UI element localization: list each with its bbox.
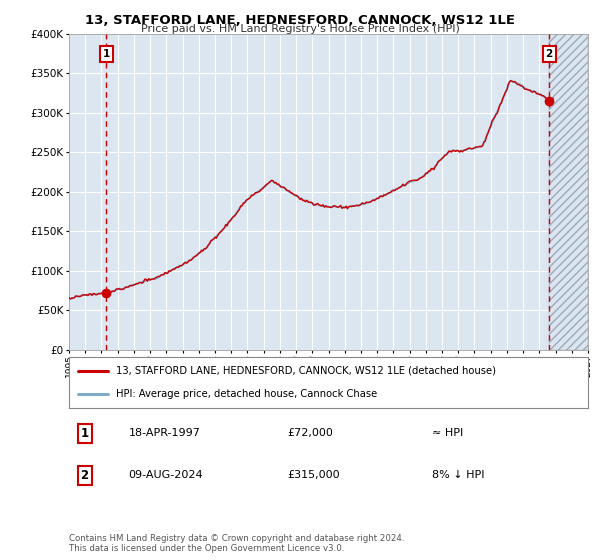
Text: 2: 2 [80, 469, 89, 482]
Text: 13, STAFFORD LANE, HEDNESFORD, CANNOCK, WS12 1LE (detached house): 13, STAFFORD LANE, HEDNESFORD, CANNOCK, … [116, 366, 496, 376]
Text: 1: 1 [80, 427, 89, 440]
Text: £72,000: £72,000 [287, 428, 333, 438]
Text: Price paid vs. HM Land Registry's House Price Index (HPI): Price paid vs. HM Land Registry's House … [140, 24, 460, 34]
Text: ≈ HPI: ≈ HPI [432, 428, 464, 438]
Text: Contains HM Land Registry data © Crown copyright and database right 2024.: Contains HM Land Registry data © Crown c… [69, 534, 404, 543]
Text: HPI: Average price, detached house, Cannock Chase: HPI: Average price, detached house, Cann… [116, 389, 377, 399]
Text: 2: 2 [545, 49, 553, 59]
Text: This data is licensed under the Open Government Licence v3.0.: This data is licensed under the Open Gov… [69, 544, 344, 553]
Bar [549, 34, 588, 350]
Text: £315,000: £315,000 [287, 470, 340, 480]
Text: 1: 1 [103, 49, 110, 59]
Text: 09-AUG-2024: 09-AUG-2024 [128, 470, 203, 480]
Text: 8% ↓ HPI: 8% ↓ HPI [432, 470, 485, 480]
Text: 13, STAFFORD LANE, HEDNESFORD, CANNOCK, WS12 1LE: 13, STAFFORD LANE, HEDNESFORD, CANNOCK, … [85, 14, 515, 27]
Text: 18-APR-1997: 18-APR-1997 [128, 428, 200, 438]
